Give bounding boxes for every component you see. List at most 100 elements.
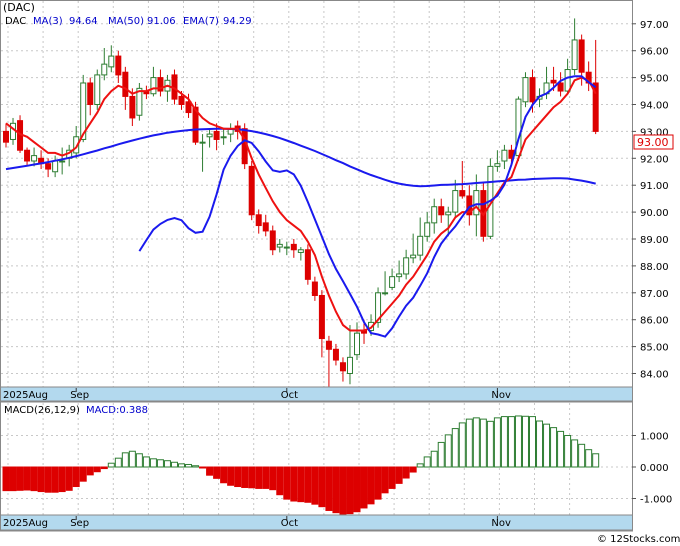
macd-bar bbox=[79, 466, 87, 482]
candle-body bbox=[80, 82, 87, 140]
legend-ma3: MA(3) bbox=[33, 16, 63, 27]
macd-bar bbox=[444, 434, 452, 468]
candle-body bbox=[213, 130, 220, 140]
macd-bar bbox=[507, 416, 515, 468]
candle-body bbox=[108, 55, 115, 68]
candle-body bbox=[178, 95, 185, 105]
macd-bar bbox=[550, 427, 558, 468]
legend-ema7: EMA(7) bbox=[183, 16, 219, 27]
macd-bar bbox=[199, 466, 207, 469]
macd-bar bbox=[409, 466, 417, 473]
macd-bar bbox=[283, 466, 291, 500]
macd-bar bbox=[543, 423, 551, 468]
date-label: Nov bbox=[491, 390, 511, 401]
price-tick-label: 91.00 bbox=[640, 181, 669, 192]
candle-body bbox=[375, 292, 382, 323]
ema7-line bbox=[5, 76, 597, 332]
macd-bar bbox=[51, 466, 59, 493]
price-tick-label: 90.00 bbox=[640, 208, 669, 219]
date-label: Oct bbox=[281, 518, 298, 529]
macd-bar bbox=[135, 453, 143, 468]
candle-body bbox=[255, 214, 262, 227]
candle-body bbox=[452, 190, 459, 213]
macd-bar bbox=[2, 466, 10, 492]
candle-body bbox=[283, 246, 290, 249]
macd-bar bbox=[100, 466, 108, 470]
macd-bar bbox=[521, 415, 529, 468]
macd-bar bbox=[536, 420, 544, 468]
macd-bar bbox=[318, 466, 326, 508]
candle-body bbox=[564, 69, 571, 92]
candle-body bbox=[185, 101, 192, 114]
price-tick-label: 92.00 bbox=[640, 154, 669, 165]
macd-bar bbox=[121, 452, 129, 468]
macd-bar bbox=[178, 463, 185, 468]
candle-body bbox=[396, 273, 403, 278]
macd-bar bbox=[227, 466, 235, 486]
candle-body bbox=[346, 356, 353, 374]
macd-bar bbox=[65, 466, 73, 491]
legend-dac: DAC bbox=[5, 16, 26, 27]
date-label: Nov bbox=[491, 518, 511, 529]
macd-bar bbox=[592, 453, 600, 468]
macd-bar bbox=[9, 466, 17, 492]
candle-body bbox=[94, 74, 101, 106]
price-axis: 84.00 85.00 86.00 87.00 88.00 89.00 90.00 91.00… bbox=[632, 20, 669, 381]
macd-bar bbox=[93, 466, 101, 473]
candle-body bbox=[592, 82, 599, 132]
candle-body bbox=[276, 243, 283, 248]
macd-bar bbox=[269, 466, 277, 491]
candle-body bbox=[522, 77, 529, 103]
price-panel-frame bbox=[0, 0, 633, 402]
macd-bar bbox=[430, 450, 438, 468]
macd-bar bbox=[58, 466, 66, 493]
macd-bar bbox=[381, 466, 389, 494]
macd-bar bbox=[374, 466, 382, 500]
last-price-label: 93.00 bbox=[637, 136, 669, 149]
macd-axis: -1.000 0.000 1.000 bbox=[632, 432, 672, 506]
candle-body bbox=[24, 149, 31, 162]
candle-body bbox=[332, 348, 339, 361]
macd-bar bbox=[493, 417, 501, 468]
price-gridlines bbox=[1, 1, 632, 387]
macd-bar bbox=[30, 466, 38, 492]
candle-body bbox=[431, 206, 438, 224]
macd-bar bbox=[339, 466, 347, 516]
macd-bar bbox=[437, 441, 445, 468]
price-date-bar bbox=[0, 386, 633, 402]
candle-body bbox=[354, 332, 360, 356]
macd-bar bbox=[213, 466, 221, 479]
candle-body bbox=[438, 206, 445, 216]
macd-bar bbox=[255, 466, 263, 489]
macd-bar bbox=[578, 443, 586, 468]
macd-bar bbox=[23, 466, 31, 491]
candle-body bbox=[199, 141, 206, 144]
candle-body bbox=[157, 77, 164, 92]
candle-body bbox=[297, 249, 304, 253]
chart-title: (DAC) bbox=[3, 1, 35, 14]
candle-body bbox=[494, 163, 501, 167]
legend-ma50: MA(50) bbox=[108, 16, 144, 27]
macd-bar bbox=[44, 466, 52, 493]
price-tick-label: 97.00 bbox=[640, 20, 669, 31]
macd-bar bbox=[262, 466, 270, 489]
candle-body bbox=[578, 39, 585, 73]
price-tick-label: 93.00 bbox=[640, 127, 669, 138]
macd-bar bbox=[472, 417, 480, 468]
price-tick-label: 88.00 bbox=[640, 262, 669, 273]
date-label: 2025Aug bbox=[3, 518, 48, 529]
macd-bar bbox=[557, 430, 565, 468]
candle-body bbox=[45, 163, 52, 170]
candle-body bbox=[150, 77, 157, 95]
candle-body bbox=[248, 165, 255, 216]
macd-bar bbox=[128, 450, 136, 468]
candle-body bbox=[339, 362, 346, 372]
macd-bar bbox=[514, 415, 522, 468]
candle-body bbox=[31, 155, 38, 162]
candle-body bbox=[311, 281, 318, 296]
macd-bar bbox=[451, 428, 459, 468]
candle-body bbox=[3, 130, 9, 143]
candle-body bbox=[410, 254, 417, 259]
candle-body bbox=[304, 249, 311, 280]
macd-tick-label: 0.000 bbox=[640, 463, 669, 474]
